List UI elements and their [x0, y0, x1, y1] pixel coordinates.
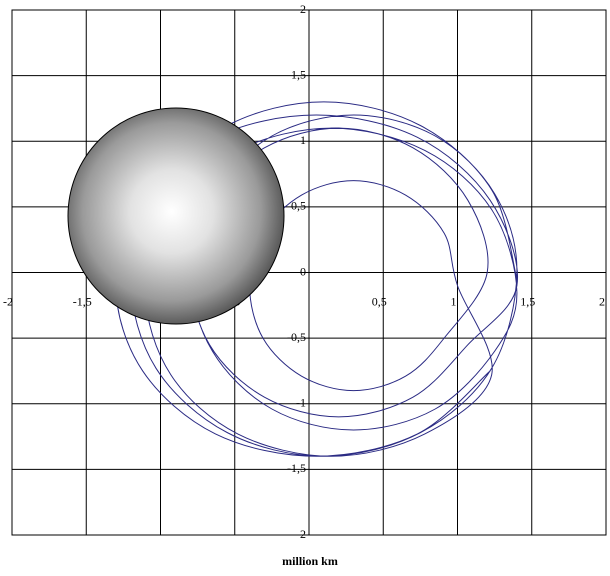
page: {"chart_data": {"type": "line", "x_label…	[0, 0, 610, 576]
x-tick-label: 1	[451, 294, 457, 308]
y-tick-label: 0	[300, 264, 306, 278]
chart: -2-1,5-1-0,50,511,52-2-1,5-1-0,500,511,5…	[0, 0, 610, 576]
x-axis-title: million km	[282, 554, 338, 568]
x-tick-label: -2	[3, 294, 13, 308]
x-tick-label: 2	[599, 294, 605, 308]
y-tick-label: 1	[300, 133, 306, 147]
y-tick-label: -0,5	[287, 330, 306, 344]
y-tick-label: -1	[296, 396, 306, 410]
y-tick-label: 2	[300, 2, 306, 16]
sphere	[68, 108, 284, 324]
x-tick-label: -1,5	[73, 294, 92, 308]
y-tick-label: -2	[296, 527, 306, 541]
y-tick-label: -1,5	[287, 461, 306, 475]
x-tick-label: 1,5	[520, 294, 535, 308]
y-tick-label: 1,5	[291, 67, 306, 81]
x-tick-label: 0,5	[372, 294, 387, 308]
